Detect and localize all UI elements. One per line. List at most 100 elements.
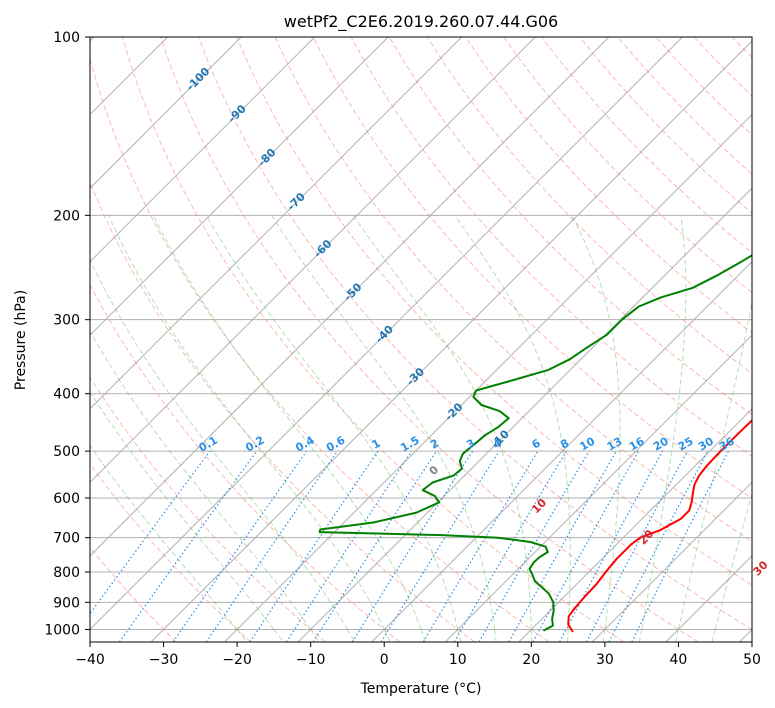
x-tick-label: 40 (670, 652, 688, 668)
chart-title: wetPf2_C2E6.2019.260.07.44.G06 (284, 12, 558, 32)
dry-adiabat-label: 30 (751, 558, 771, 578)
x-tick-label: −20 (222, 652, 252, 668)
mixing-ratio-line (508, 450, 617, 642)
x-tick-label: 20 (522, 652, 540, 668)
dewpoint-profile-line (318, 254, 752, 632)
dry-adiabat-line (122, 37, 624, 642)
moist-adiabat-line (420, 629, 426, 642)
dry-adiabat-line (90, 376, 326, 642)
temperature-profile-line (567, 419, 752, 633)
dry-adiabat-line (503, 37, 752, 294)
isotherm-line (90, 37, 463, 410)
dry-adiabat-line (90, 56, 550, 642)
isotherm-line (224, 113, 752, 642)
moist-adiabat-line (352, 215, 532, 630)
mixing-ratio-line (90, 450, 211, 615)
y-tick-label: 200 (53, 208, 80, 224)
y-tick-label: 600 (53, 491, 80, 507)
mixing-ratio-line (312, 450, 437, 642)
dry-adiabat-line (90, 463, 252, 642)
isotherm-line (90, 37, 242, 189)
moist-adiabat-line (273, 629, 285, 642)
mixing-ratio-line (532, 450, 640, 642)
x-tick-label: 50 (743, 652, 761, 668)
sounding-lines (318, 254, 752, 633)
isotherm-line (90, 37, 683, 631)
x-tick-label: −10 (296, 652, 326, 668)
moist-adiabat-line (90, 390, 275, 630)
dry-adiabat-line (464, 37, 752, 334)
y-tick-label: 1000 (44, 622, 80, 638)
y-tick-label: 500 (53, 444, 80, 460)
plot-frame (89, 36, 753, 643)
isotherm-line (90, 37, 536, 484)
moist-adiabat-line (108, 215, 385, 630)
moist-adiabat-line (602, 629, 606, 642)
moist-adiabat-line (271, 215, 496, 630)
dry-adiabat-line (90, 546, 177, 642)
isotherm-line (518, 408, 752, 642)
moist-adiabat-line (346, 629, 356, 642)
dry-adiabat-line (90, 283, 401, 642)
plot-background (90, 37, 752, 642)
dry-adiabat-line (90, 181, 475, 642)
mixing-ratio-line (249, 450, 379, 642)
y-tick-label: 300 (53, 313, 80, 329)
moist-adiabat-line (677, 299, 752, 630)
moist-adiabat-line (714, 492, 752, 630)
moist-adiabat-line (571, 215, 621, 630)
isotherm-line (90, 37, 316, 263)
moist-adiabat-line (236, 629, 249, 642)
y-axis-title: Pressure (hPa) (13, 290, 29, 390)
y-tick-label: 700 (53, 531, 80, 547)
moist-adiabat-line (90, 444, 238, 630)
moist-adiabat-line (90, 330, 312, 630)
moist-adiabat-line (530, 629, 533, 642)
background-lines (90, 37, 775, 642)
mixing-ratio-line (118, 450, 258, 642)
y-tick-label: 800 (53, 565, 80, 581)
isotherm-line (90, 37, 389, 336)
moist-adiabat-line (206, 215, 459, 630)
x-axis-title: Temperature (°C) (360, 681, 482, 697)
x-tick-label: 30 (596, 652, 614, 668)
dry-adiabat-line (198, 37, 752, 630)
moist-adiabat-line (566, 629, 569, 642)
x-tick-label: 10 (449, 652, 467, 668)
y-tick-label: 900 (53, 595, 80, 611)
dry-adiabat-line (160, 37, 699, 642)
moist-adiabat-line (638, 629, 643, 642)
x-tick-label: −40 (75, 652, 105, 668)
isotherm-line (444, 334, 752, 642)
dry-adiabat-line (236, 37, 752, 586)
mixing-ratio-line (285, 450, 413, 642)
mixing-ratio-line (558, 450, 664, 642)
mixing-ratio-line (380, 450, 500, 642)
moist-adiabat-line (457, 629, 462, 642)
mixing-ratio-line (205, 450, 338, 642)
dry-adiabat-line (312, 37, 752, 500)
mixing-ratio-line (631, 450, 730, 642)
moist-adiabat-line (90, 259, 348, 630)
isotherm-line (150, 40, 752, 642)
y-tick-label: 400 (53, 387, 80, 403)
y-tick-label: 100 (53, 30, 80, 46)
isotherm-line (371, 260, 752, 642)
moist-adiabat-line (675, 629, 679, 642)
moist-adiabat-line (152, 215, 422, 630)
isotherm-line (591, 481, 752, 642)
moist-adiabat-line (454, 215, 571, 630)
moist-adiabat-line (711, 629, 716, 642)
moist-adiabat-line (310, 629, 320, 642)
dry-adiabat-line (770, 37, 775, 642)
axis-ticks: −40 −30 −20 −10 0 10 20 30 40 50 100 200 300 400 500 60… (44, 30, 761, 668)
x-tick-label: 0 (380, 652, 389, 668)
isotherm-line (90, 37, 610, 557)
mixing-ratio-line (172, 450, 308, 642)
moist-adiabat-line (494, 629, 497, 642)
dry-adiabat-line (388, 37, 752, 416)
moist-adiabat-line (383, 629, 391, 642)
x-tick-label: −30 (149, 652, 179, 668)
mixing-ratio-line (351, 450, 474, 642)
